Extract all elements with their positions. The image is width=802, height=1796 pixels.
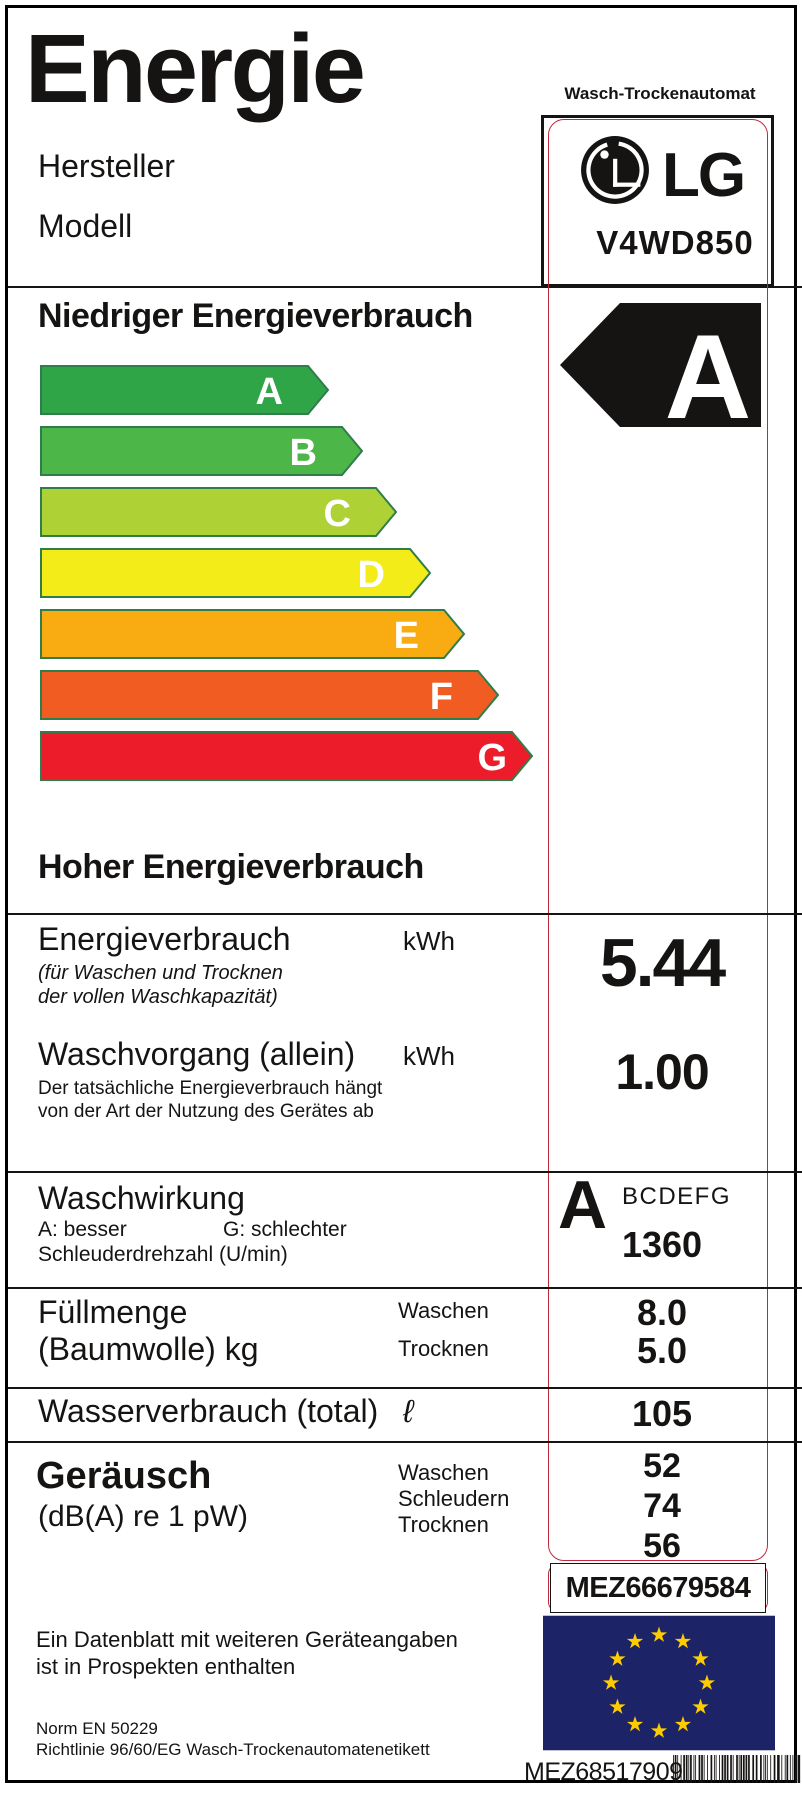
svg-text:A: A: [665, 310, 752, 444]
